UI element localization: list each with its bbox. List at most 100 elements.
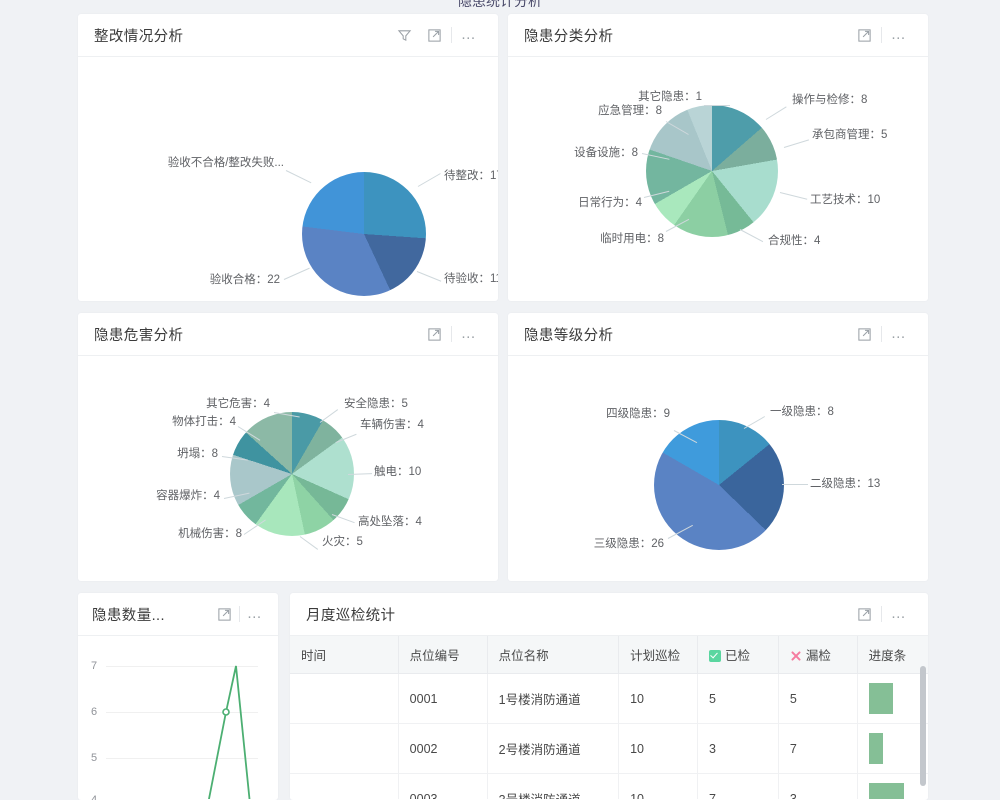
leader-line xyxy=(739,229,764,243)
col-missed[interactable]: 漏检 xyxy=(778,636,858,674)
pie-label: 临时用电：8 xyxy=(600,233,664,245)
inspection-table-wrap[interactable]: 时间 点位编号 点位名称 计划巡检 已检 漏检 进度条 xyxy=(290,636,928,799)
leader-line xyxy=(417,173,441,187)
col-planned[interactable]: 计划巡检 xyxy=(618,636,698,674)
table-scrollbar[interactable] xyxy=(920,666,926,786)
card-level-analysis: 隐患等级分析 … 一级隐患：8 二级隐患：13 三级隐患：26 四级隐患：9 xyxy=(508,313,928,581)
more-options-icon[interactable]: … xyxy=(890,26,908,43)
leader-line xyxy=(782,484,808,485)
card-tools: … xyxy=(849,21,914,49)
more-options-icon[interactable]: … xyxy=(460,325,478,342)
more-options-icon[interactable]: … xyxy=(890,325,908,342)
cell-checked: 3 xyxy=(697,723,779,774)
pie-label: 二级隐患：13 xyxy=(810,478,881,490)
card-header: 隐患数量... … xyxy=(78,593,278,636)
pie-label: 触电：10 xyxy=(374,466,422,478)
pie-label: 日常行为：4 xyxy=(578,197,642,209)
card-tools: … xyxy=(849,320,914,348)
table-row[interactable]: 0001 1号楼消防通道 10 5 5 xyxy=(290,673,928,724)
page-title: 隐患统计分析 xyxy=(0,0,1000,7)
col-time[interactable]: 时间 xyxy=(290,636,399,674)
cell-time xyxy=(290,673,399,724)
pie-label: 承包商管理：5 xyxy=(812,129,888,141)
col-point-code[interactable]: 点位编号 xyxy=(398,636,488,674)
filter-icon[interactable] xyxy=(389,21,419,49)
card-hazard-analysis: 隐患危害分析 … 安全隐患：5 车辆伤害：4 触电：10 高处坠落：4 xyxy=(78,313,498,581)
pie-label: 待整改：17 xyxy=(444,170,498,182)
pie-label: 车辆伤害：4 xyxy=(360,419,424,431)
pie-label: 一级隐患：8 xyxy=(770,406,834,418)
pie-label: 应急管理：8 xyxy=(598,105,662,117)
check-square-icon xyxy=(708,650,721,662)
pie-label: 合规性：4 xyxy=(768,235,821,247)
cell-name: 3号楼消防通道 xyxy=(487,773,620,799)
cell-name: 1号楼消防通道 xyxy=(487,673,620,724)
col-point-name[interactable]: 点位名称 xyxy=(487,636,620,674)
chart-count-trend: 7 6 5 4 xyxy=(78,636,278,800)
inspection-table: 时间 点位编号 点位名称 计划巡检 已检 漏检 进度条 xyxy=(290,636,928,799)
chart-category: 操作与检修：8 承包商管理：5 工艺技术：10 合规性：4 临时用电：8 日常行… xyxy=(508,57,928,300)
cell-planned: 10 xyxy=(618,673,698,724)
cell-progress xyxy=(857,723,928,774)
leader-line xyxy=(331,514,355,524)
card-title: 月度巡检统计 xyxy=(306,607,396,624)
gridline xyxy=(106,758,258,759)
card-header: 月度巡检统计 … xyxy=(290,593,928,636)
col-checked[interactable]: 已检 xyxy=(697,636,779,674)
leader-line xyxy=(416,271,442,282)
tool-divider xyxy=(881,27,882,43)
progress-bar xyxy=(868,783,904,799)
progress-bar xyxy=(868,733,884,764)
tool-divider xyxy=(451,27,452,43)
leader-line xyxy=(299,536,319,550)
chart-hazard: 安全隐患：5 车辆伤害：4 触电：10 高处坠落：4 火灾：5 机械伤害：8 容… xyxy=(78,356,498,580)
cell-time xyxy=(290,723,399,774)
pie-label: 验收合格：22 xyxy=(209,274,280,286)
y-tick-label: 4 xyxy=(91,794,98,800)
card-count-trend: 隐患数量... … 7 6 5 4 xyxy=(78,593,278,800)
cell-planned: 10 xyxy=(618,773,698,799)
col-progress[interactable]: 进度条 xyxy=(857,636,928,674)
leader-line xyxy=(347,473,373,475)
card-tools: … xyxy=(419,320,484,348)
card-header: 整改情况分析 … xyxy=(78,14,498,57)
expand-icon[interactable] xyxy=(419,21,449,49)
pie-chart xyxy=(654,420,784,550)
leader-line xyxy=(704,105,730,106)
card-rectify-analysis: 整改情况分析 … 待整改：17 待验收：11 xyxy=(78,14,498,301)
card-title: 隐患分类分析 xyxy=(524,28,614,45)
pie-label: 火灾：5 xyxy=(322,536,363,548)
pie-chart xyxy=(230,412,354,536)
gridline xyxy=(106,712,258,713)
pie-label: 操作与检修：8 xyxy=(792,94,868,106)
card-tools: … xyxy=(389,21,484,49)
expand-icon[interactable] xyxy=(849,320,879,348)
cell-name: 2号楼消防通道 xyxy=(487,723,620,774)
tool-divider xyxy=(881,606,882,622)
expand-icon[interactable] xyxy=(211,600,237,628)
more-options-icon[interactable]: … xyxy=(246,605,264,622)
pie-label: 坍塌：8 xyxy=(177,448,218,460)
pie-chart xyxy=(646,105,778,237)
pie-label: 高处坠落：4 xyxy=(358,516,422,528)
cell-missed: 3 xyxy=(778,773,858,799)
card-monthly-inspection: 月度巡检统计 … 时间 点位编号 xyxy=(290,593,928,800)
chart-rectify: 待整改：17 待验收：11 验收合格：22 验收不合格/整改失败... xyxy=(78,57,498,300)
tool-divider xyxy=(881,326,882,342)
leader-line xyxy=(319,409,339,423)
more-options-icon[interactable]: … xyxy=(460,26,478,43)
table-row[interactable]: 0002 2号楼消防通道 10 3 7 xyxy=(290,723,928,774)
expand-icon[interactable] xyxy=(849,21,879,49)
expand-icon[interactable] xyxy=(419,320,449,348)
pie-label: 容器爆炸：4 xyxy=(156,490,220,502)
cell-planned: 10 xyxy=(618,723,698,774)
card-header: 隐患等级分析 … xyxy=(508,313,928,356)
pie-label: 工艺技术：10 xyxy=(810,194,881,206)
expand-icon[interactable] xyxy=(849,600,879,628)
pie-label: 机械伤害：8 xyxy=(178,528,242,540)
pie-chart xyxy=(302,172,426,296)
card-title: 隐患数量... xyxy=(92,607,165,624)
cell-missed: 7 xyxy=(778,723,858,774)
table-row[interactable]: 0003 3号楼消防通道 10 7 3 xyxy=(290,773,928,799)
more-options-icon[interactable]: … xyxy=(890,605,908,622)
